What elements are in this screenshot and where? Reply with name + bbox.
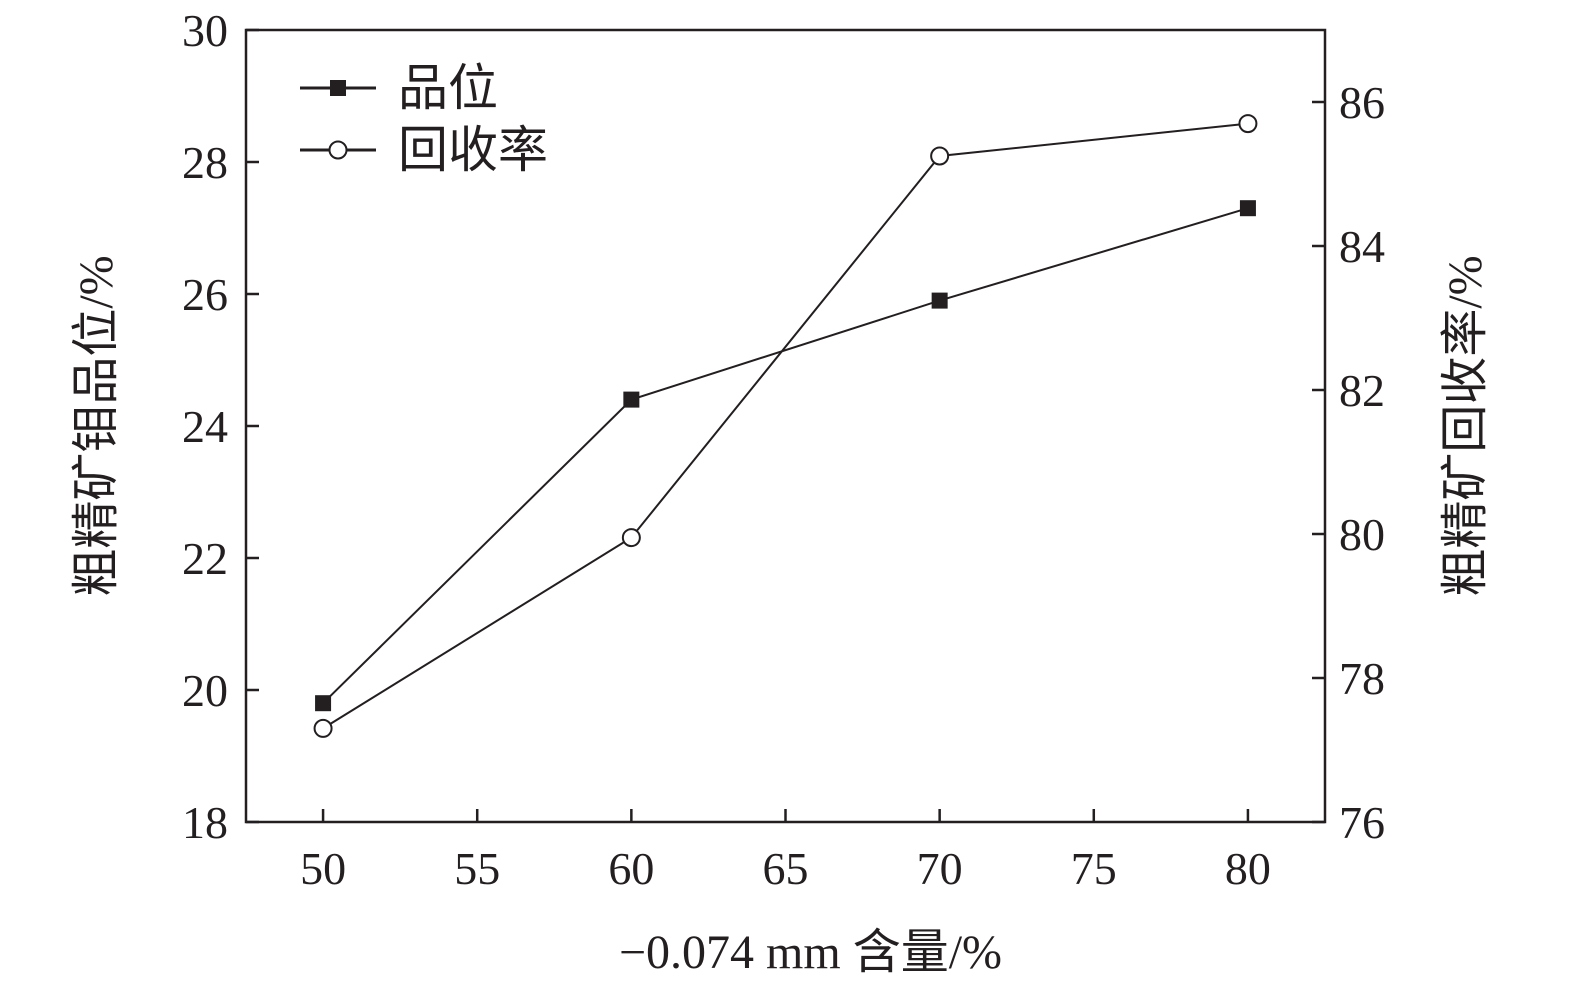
y-right-axis-title: 粗精矿回收率/% xyxy=(1439,255,1492,596)
x-axis-title: −0.074 mm 含量/% xyxy=(619,926,1002,979)
x-tick-label: 80 xyxy=(1225,843,1271,894)
data-point xyxy=(313,718,333,738)
x-tick-label: 50 xyxy=(300,843,346,894)
data-point xyxy=(1238,114,1258,134)
legend-marker xyxy=(330,80,346,96)
x-tick-label: 70 xyxy=(917,843,963,894)
series-0 xyxy=(315,200,1256,712)
series-line xyxy=(322,122,1249,730)
data-point xyxy=(623,391,640,408)
y-left-tick-label: 30 xyxy=(182,5,228,56)
data-point xyxy=(931,292,948,309)
y-left-tick-label: 18 xyxy=(182,797,228,848)
series-layer xyxy=(313,114,1258,738)
y-right-tick-label: 78 xyxy=(1339,653,1385,704)
axes: 50 55 60 65 70 75 80 18 20 22 24 26 28 30 76 78 80 82 84 86… xyxy=(70,5,1492,979)
data-point xyxy=(1239,200,1256,217)
series-1 xyxy=(313,114,1258,738)
x-tick-label: 65 xyxy=(763,843,809,894)
x-tick-label: 55 xyxy=(454,843,500,894)
data-point xyxy=(621,528,641,548)
y-left-axis-title: 粗精矿钼品位/% xyxy=(70,255,123,596)
y-left-tick-label: 20 xyxy=(182,665,228,716)
y-right-tick-label: 76 xyxy=(1339,797,1385,848)
y-right-tick-label: 86 xyxy=(1339,77,1385,128)
legend-label: 品位 xyxy=(398,60,498,116)
y-right-tick-label: 82 xyxy=(1339,365,1385,416)
y-left-tick-label: 26 xyxy=(182,269,228,320)
series-line xyxy=(322,207,1249,704)
legend-item: 品位 xyxy=(300,60,498,116)
y-right-tick-label: 84 xyxy=(1339,221,1385,272)
legend-label: 回收率 xyxy=(398,122,548,178)
legend-marker xyxy=(328,140,348,160)
data-point xyxy=(315,695,332,712)
y-left-tick-label: 24 xyxy=(182,401,228,452)
y-right-tick-label: 80 xyxy=(1339,509,1385,560)
legend-item: 回收率 xyxy=(300,122,548,178)
data-point xyxy=(930,146,950,166)
y-left-tick-label: 28 xyxy=(182,137,228,188)
y-left-tick-label: 22 xyxy=(182,533,228,584)
x-tick-label: 75 xyxy=(1071,843,1117,894)
x-tick-label: 60 xyxy=(608,843,654,894)
